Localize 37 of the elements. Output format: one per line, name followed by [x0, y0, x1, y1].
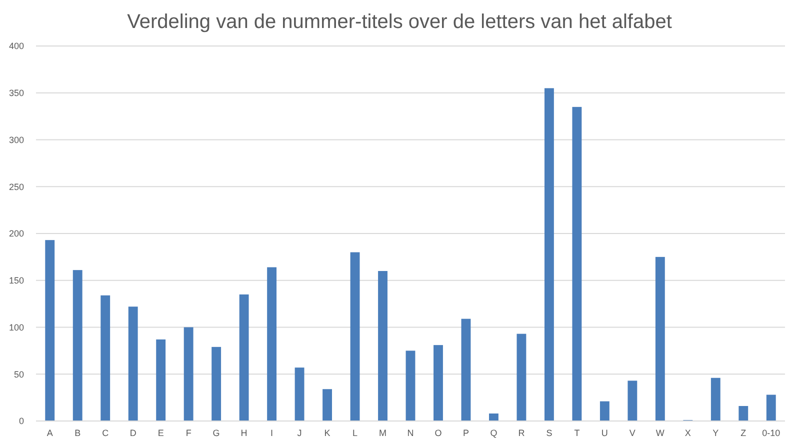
x-tick-label: X [684, 428, 691, 438]
x-tick-label: V [629, 428, 636, 438]
y-tick-label: 0 [18, 416, 24, 426]
x-tick-label: T [574, 428, 580, 438]
x-tick-label: R [518, 428, 526, 438]
x-tick-label: I [270, 428, 274, 438]
x-tick-label: L [352, 428, 358, 438]
y-tick-label: 50 [14, 369, 24, 380]
y-tick-label: 400 [8, 41, 24, 52]
x-tick-label: C [102, 428, 110, 438]
x-tick-label: F [186, 428, 192, 438]
x-tick-label: E [158, 428, 164, 438]
x-tick-label: Y [712, 428, 719, 438]
y-tick-label: 350 [8, 88, 24, 98]
x-tick-label: S [546, 428, 552, 438]
x-tick-label: P [462, 428, 469, 438]
x-tick-label: U [601, 428, 608, 438]
x-tick-label: W [656, 428, 665, 438]
x-tick-label: O [434, 428, 442, 438]
x-tick-label: A [46, 428, 53, 438]
x-tick-label: G [212, 428, 220, 438]
x-tick-label: Q [490, 428, 498, 438]
x-tick-label: N [407, 428, 414, 438]
x-tick-label: K [324, 428, 330, 438]
x-tick-label: H [240, 428, 248, 438]
x-tick-label: J [297, 428, 302, 438]
x-tick-label: Z [740, 428, 747, 438]
x-tick-label: 0-10 [762, 428, 780, 438]
y-tick-label: 300 [8, 134, 24, 145]
x-tick-label: B [74, 428, 81, 438]
chart-title: Verdeling van de nummer-titels over de letters van het alfabet [127, 11, 672, 33]
y-tick-label: 200 [8, 228, 24, 239]
y-tick-label: 250 [8, 182, 24, 192]
x-tick-label: M [379, 428, 387, 438]
x-tick-label: D [130, 428, 137, 438]
y-tick-label: 100 [8, 322, 24, 332]
y-tick-label: 150 [8, 276, 24, 286]
